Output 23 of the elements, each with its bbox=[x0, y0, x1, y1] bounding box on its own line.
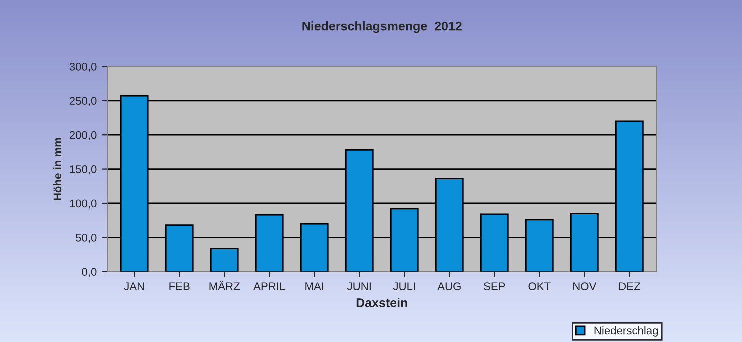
x-tick-label: APRIL bbox=[254, 282, 286, 290]
y-axis-title: Höhe in mm bbox=[53, 138, 62, 200]
x-tick-label: AUG bbox=[438, 282, 461, 290]
x-tick-label: JAN bbox=[124, 282, 144, 290]
x-tick-label: FEB bbox=[170, 282, 190, 290]
x-tick-label: DEZ bbox=[619, 282, 640, 290]
x-tick-label: JULI bbox=[393, 282, 416, 290]
y-tick-label: 250,0 bbox=[70, 97, 97, 106]
x-axis-title: Daxstein bbox=[356, 298, 408, 308]
y-tick-label: 200,0 bbox=[70, 131, 97, 141]
x-tick-label: MAI bbox=[306, 282, 324, 290]
x-tick-label: NOV bbox=[574, 282, 597, 290]
x-tick-label: SEP bbox=[484, 282, 506, 290]
chart-title: Niederschlagsmenge 2012 bbox=[302, 22, 462, 34]
y-tick-label: 0,0 bbox=[82, 268, 97, 278]
y-tick-label: 100,0 bbox=[70, 200, 97, 209]
x-tick-label: OKT bbox=[528, 282, 551, 290]
legend-label: Niederschlag bbox=[594, 326, 658, 337]
x-tick-label: JUNI bbox=[347, 282, 371, 290]
x-tick-label: MÄRZ bbox=[210, 281, 240, 290]
y-tick-label: 50,0 bbox=[76, 234, 97, 244]
y-tick-label: 300,0 bbox=[70, 62, 97, 72]
y-tick-label: 150,0 bbox=[70, 166, 97, 175]
